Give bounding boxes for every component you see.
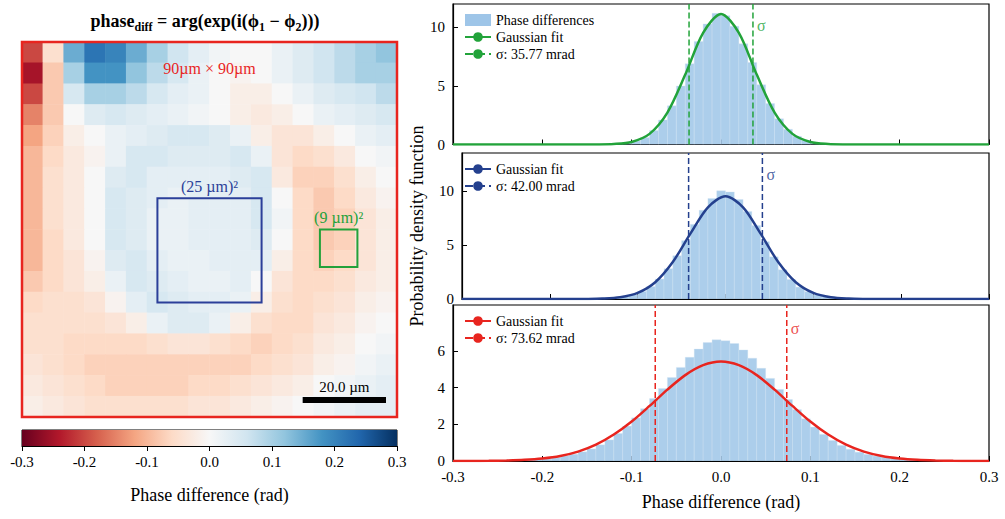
svg-text:(25 µm)²: (25 µm)²: [181, 178, 238, 196]
svg-text:0: 0: [446, 291, 454, 307]
svg-text:0.0: 0.0: [712, 469, 731, 485]
svg-text:2: 2: [438, 416, 446, 432]
svg-text:diff: diff: [135, 20, 154, 34]
svg-text:σ: 42.00 mrad: σ: 42.00 mrad: [496, 179, 575, 194]
svg-text:0.1: 0.1: [801, 469, 820, 485]
svg-text:20.0 µm: 20.0 µm: [319, 379, 370, 395]
svg-text:1: 1: [259, 20, 265, 34]
svg-text:10: 10: [430, 19, 445, 35]
svg-text:0.3: 0.3: [980, 469, 999, 485]
svg-text:σ: σ: [757, 17, 766, 34]
svg-text:4: 4: [438, 380, 446, 396]
svg-text:Probability density function: Probability density function: [407, 126, 427, 327]
svg-text:0.2: 0.2: [890, 469, 909, 485]
svg-text:Phase differences: Phase differences: [496, 13, 594, 28]
svg-text:Phase difference (rad): Phase difference (rad): [130, 485, 289, 506]
svg-text:Gaussian fit: Gaussian fit: [496, 314, 563, 329]
svg-text:Phase difference (rad): Phase difference (rad): [642, 492, 801, 513]
svg-text:0.1: 0.1: [263, 454, 282, 470]
svg-text:-0.1: -0.1: [135, 454, 159, 470]
svg-text:(9 µm)²: (9 µm)²: [314, 209, 363, 227]
svg-text:-0.3: -0.3: [10, 454, 34, 470]
svg-text:-0.2: -0.2: [530, 469, 554, 485]
svg-text:phase: phase: [91, 11, 135, 31]
svg-text:0: 0: [438, 453, 446, 469]
svg-text:σ: 35.77 mrad: σ: 35.77 mrad: [496, 47, 575, 62]
svg-text:0: 0: [438, 137, 446, 153]
svg-text:-0.1: -0.1: [620, 469, 644, 485]
svg-text:-0.2: -0.2: [73, 454, 97, 470]
svg-text:10: 10: [439, 183, 454, 199]
svg-text:5: 5: [438, 78, 446, 94]
svg-text:))): ))): [301, 11, 319, 32]
svg-text:-0.3: -0.3: [441, 469, 465, 485]
svg-text:− ϕ: − ϕ: [265, 11, 296, 31]
svg-text:5: 5: [447, 237, 455, 253]
svg-text:σ: σ: [791, 320, 800, 337]
svg-text:6: 6: [438, 343, 446, 359]
svg-text:0.0: 0.0: [200, 454, 219, 470]
svg-text:0.2: 0.2: [325, 454, 344, 470]
svg-text:2: 2: [295, 20, 302, 34]
svg-text:σ: σ: [766, 166, 775, 183]
svg-text:σ: 73.62 mrad: σ: 73.62 mrad: [496, 331, 575, 346]
svg-text:Gaussian fit: Gaussian fit: [496, 162, 563, 177]
svg-text:= arg(exp(i(ϕ: = arg(exp(i(ϕ: [153, 11, 259, 32]
svg-text:Gaussian fit: Gaussian fit: [496, 30, 563, 45]
svg-text:0.3: 0.3: [388, 454, 407, 470]
svg-text:90µm × 90µm: 90µm × 90µm: [163, 60, 256, 78]
